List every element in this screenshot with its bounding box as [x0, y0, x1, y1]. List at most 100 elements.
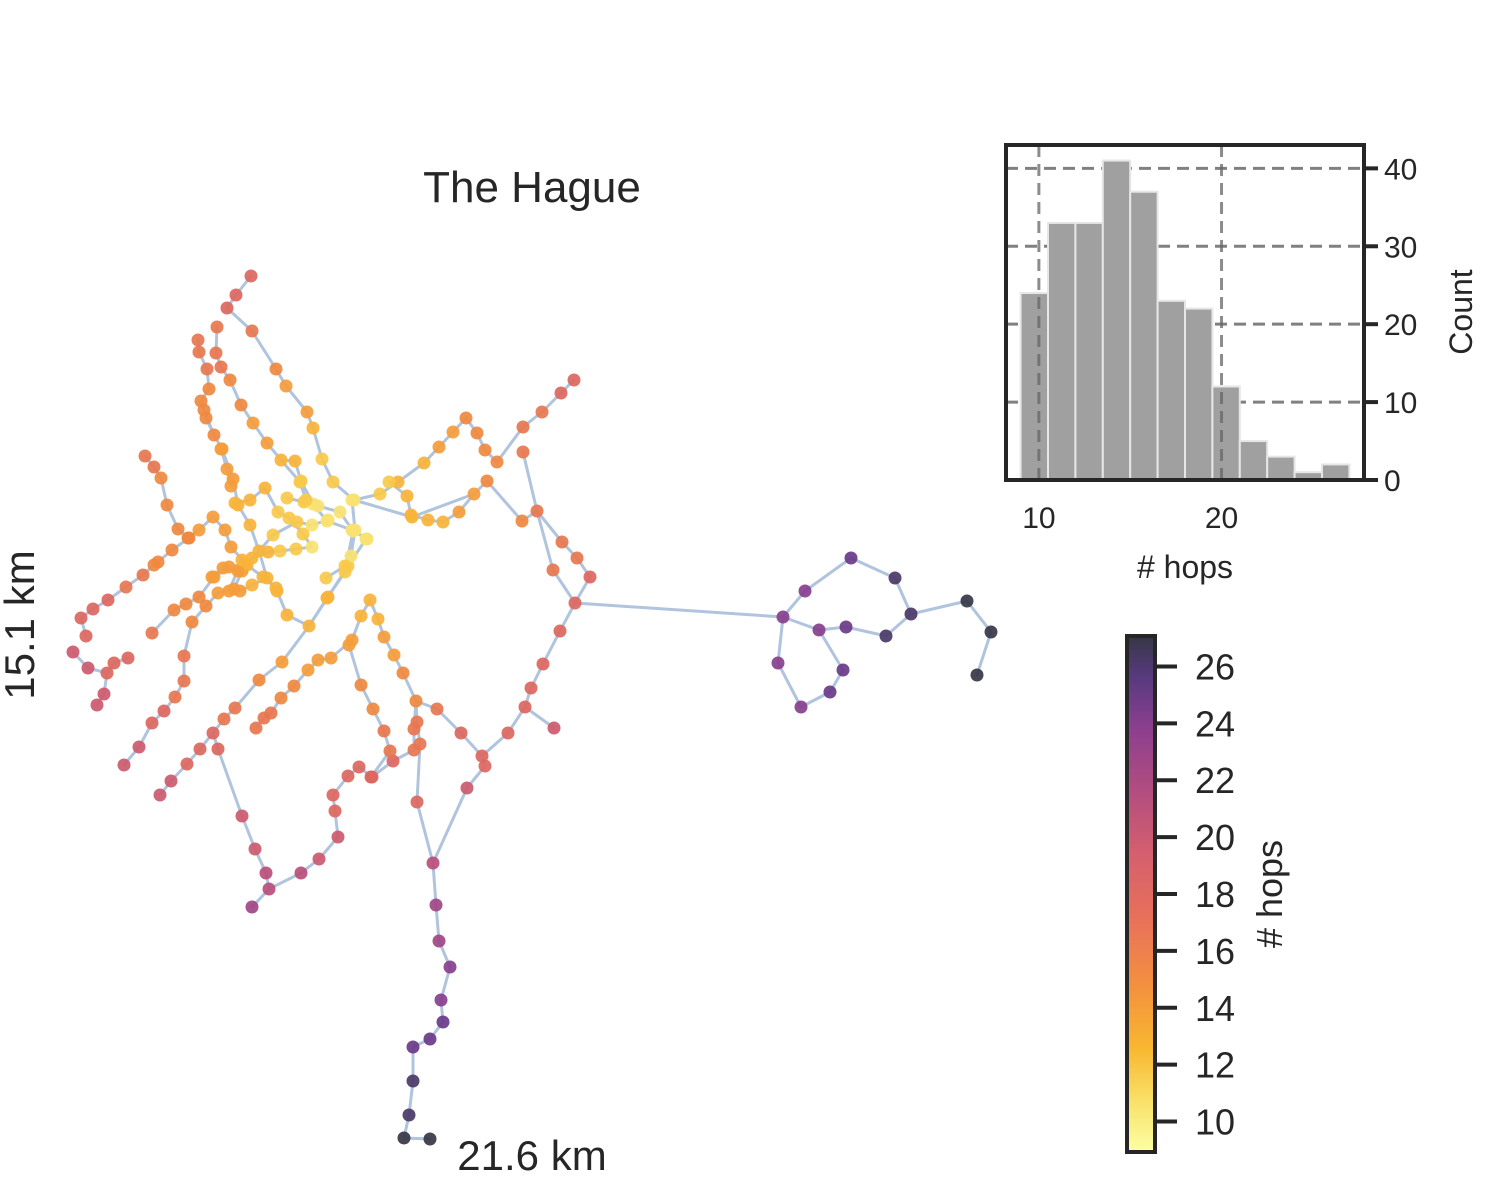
- network-node: [984, 625, 998, 639]
- network-node: [490, 455, 504, 469]
- network-node: [165, 543, 179, 557]
- network-node: [516, 420, 530, 434]
- network-node: [200, 362, 214, 376]
- network-node: [305, 518, 319, 532]
- network-node: [235, 809, 249, 823]
- network-node: [879, 629, 893, 643]
- network-node: [546, 563, 560, 577]
- colorbar-tick-label: 10: [1195, 1102, 1235, 1143]
- height-scale-label: 15.1 km: [0, 550, 43, 699]
- network-node: [354, 678, 368, 692]
- network-node: [570, 551, 584, 565]
- network-node: [252, 673, 266, 687]
- network-node: [430, 702, 444, 716]
- network-node: [289, 542, 303, 556]
- network-node: [363, 593, 377, 607]
- network-node: [151, 555, 165, 569]
- network-node: [205, 570, 219, 584]
- network-node: [400, 489, 414, 503]
- colorbar-tick-label: 24: [1195, 703, 1235, 744]
- network-node: [333, 505, 347, 519]
- network-node: [553, 624, 567, 638]
- network-node: [81, 661, 95, 675]
- network-node: [180, 757, 194, 771]
- network-node: [228, 496, 242, 510]
- network-node: [798, 584, 812, 598]
- network-node: [302, 619, 316, 633]
- network-node: [177, 649, 191, 663]
- network-edge: [387, 479, 577, 605]
- histogram-bar: [1129, 190, 1159, 482]
- network-node: [86, 602, 100, 616]
- network-node: [171, 522, 185, 536]
- network-node: [136, 568, 150, 582]
- colorbar: 10 12 14 16 18 20 22 24 26 # hops: [1125, 634, 1290, 1154]
- network-node: [383, 744, 397, 758]
- network-node: [836, 663, 850, 677]
- network-node: [264, 706, 278, 720]
- network-node: [583, 570, 597, 584]
- network-node: [387, 648, 401, 662]
- network-node: [154, 471, 168, 485]
- network-node: [97, 687, 111, 701]
- histogram-y-tick-label: 0: [1384, 465, 1401, 498]
- network-node: [153, 788, 167, 802]
- histogram-bar: [1047, 221, 1077, 481]
- network-node: [269, 362, 283, 376]
- network-node: [328, 804, 342, 818]
- network-node: [536, 657, 550, 671]
- network-node: [218, 523, 232, 537]
- network-node: [192, 345, 206, 359]
- network-node: [812, 623, 826, 637]
- network-node: [352, 760, 366, 774]
- network-node: [397, 1131, 411, 1145]
- network-node: [287, 679, 301, 693]
- network-node: [396, 666, 410, 680]
- network-node: [386, 754, 400, 768]
- network-node: [326, 475, 340, 489]
- network-node: [421, 513, 435, 527]
- network-node: [145, 626, 159, 640]
- network-node: [245, 551, 259, 565]
- network-node: [280, 491, 294, 505]
- network-node: [301, 663, 315, 677]
- network-node: [429, 898, 443, 912]
- histogram-y-tick-label: 20: [1384, 309, 1417, 342]
- network-node: [214, 442, 228, 456]
- network-node: [179, 597, 193, 611]
- network-node: [256, 570, 270, 584]
- network-node: [245, 324, 259, 338]
- network-node: [410, 795, 424, 809]
- network-node: [280, 608, 294, 622]
- network-node: [209, 346, 223, 360]
- network-node: [211, 586, 225, 600]
- colorbar-ticks: 10 12 14 16 18 20 22 24 26: [1155, 646, 1235, 1143]
- network-node: [197, 403, 211, 417]
- network-node: [296, 527, 310, 541]
- network-node: [311, 653, 325, 667]
- network-node: [888, 571, 902, 585]
- network-node: [273, 544, 287, 558]
- network-node: [258, 481, 272, 495]
- network-node: [480, 474, 494, 488]
- network-node: [231, 564, 245, 578]
- network-node: [121, 651, 135, 665]
- network-node: [409, 694, 423, 708]
- network-node: [266, 528, 280, 542]
- network-node: [555, 535, 569, 549]
- network-node: [66, 645, 80, 659]
- network-node: [426, 856, 440, 870]
- network-node: [164, 774, 178, 788]
- network-node: [321, 590, 335, 604]
- colorbar-tick-label: 14: [1195, 988, 1235, 1029]
- network-node: [157, 704, 171, 718]
- network-node: [224, 479, 238, 493]
- histogram-bar: [1238, 440, 1269, 481]
- width-scale-label: 21.6 km: [457, 1132, 606, 1179]
- network-node: [515, 514, 529, 528]
- network-node: [331, 830, 345, 844]
- network-node: [338, 559, 352, 573]
- network-node: [243, 493, 257, 507]
- network-node: [243, 518, 257, 532]
